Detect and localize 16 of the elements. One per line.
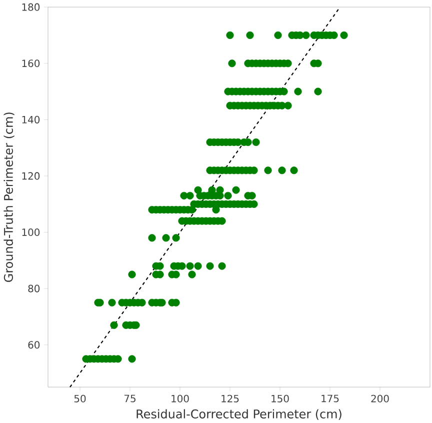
x-tick-label: 175: [322, 394, 339, 402]
y-axis-title: Ground-Truth Perimeter (cm): [4, 112, 14, 282]
y-tick-label: 100: [22, 228, 40, 236]
x-tick-label: 50: [74, 394, 86, 402]
y-tick-label: 180: [22, 3, 40, 11]
y-tick-label: 60: [28, 340, 40, 349]
x-tick-label: 100: [172, 394, 189, 402]
x-axis-title: Residual-Corrected Perimeter (cm): [136, 409, 342, 420]
x-tick-label: 150: [272, 394, 289, 402]
x-tick-label: 75: [124, 394, 136, 402]
y-tick-label: 80: [28, 284, 40, 292]
y-tick-label: 160: [22, 60, 40, 68]
x-tick-label: 125: [222, 394, 239, 402]
y-tick-label: 140: [22, 116, 40, 124]
x-tick-label: 200: [371, 394, 389, 402]
y-tick-label: 120: [22, 172, 40, 180]
